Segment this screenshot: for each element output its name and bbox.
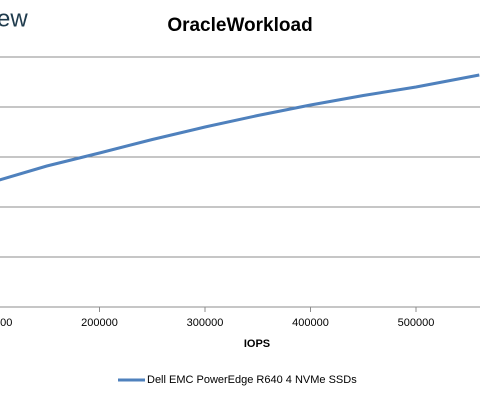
series-line — [0, 73, 480, 182]
x-axis-label: IOPS — [244, 338, 270, 350]
x-tick-label: 200000 — [81, 317, 118, 329]
x-tick-label: 500000 — [398, 317, 435, 329]
chart-title: OracleWorkload — [167, 15, 312, 36]
logo: ew — [0, 5, 28, 32]
legend-label: Dell EMC PowerEdge R640 4 NVMe SSDs — [147, 374, 357, 386]
x-tick-label: 300000 — [187, 317, 224, 329]
x-tick-label: 100000 — [0, 317, 12, 329]
x-tick-label: 400000 — [292, 317, 329, 329]
